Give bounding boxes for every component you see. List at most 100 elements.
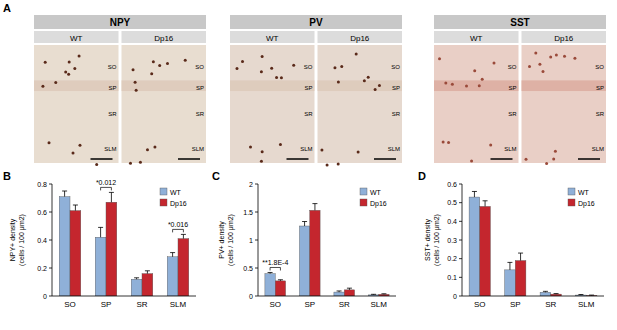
- cell-layer: [434, 80, 519, 91]
- chart: CPV+ density(cells / 100 μm2)00.511.52SO…: [212, 170, 396, 309]
- bar: [178, 239, 189, 296]
- stained-cell: [67, 73, 70, 76]
- stained-cell: [260, 160, 263, 163]
- category-label: SP: [510, 300, 521, 309]
- stained-cell: [573, 57, 576, 60]
- layer-label: SO: [108, 64, 117, 70]
- axis-title: PV+ density: [218, 221, 226, 259]
- tick-label: 0.6: [447, 181, 457, 188]
- stained-cell: [355, 52, 358, 55]
- tick: [49, 212, 52, 213]
- marks: [469, 191, 597, 296]
- error-bar: [507, 262, 512, 269]
- layer-label: SR: [196, 111, 205, 117]
- tick-label: 0.3: [447, 237, 457, 244]
- scale-bar: [491, 158, 513, 160]
- layer-label: SP: [108, 85, 116, 91]
- micrograph: [522, 45, 607, 163]
- stained-cell: [184, 59, 187, 62]
- stained-cell: [135, 89, 138, 92]
- stained-cell: [493, 61, 496, 64]
- condition-box: [230, 31, 315, 43]
- tick: [255, 268, 258, 269]
- category-label: SLM: [371, 300, 388, 309]
- stained-cell: [261, 150, 264, 153]
- error-bar: [371, 294, 376, 296]
- bar: [265, 274, 275, 296]
- error-bar: [472, 191, 477, 197]
- category-label: SP: [304, 300, 315, 309]
- tick: [255, 184, 258, 185]
- error-bar: [73, 205, 78, 211]
- micrograph: [318, 45, 403, 163]
- bar: [70, 211, 81, 296]
- stained-cell: [555, 53, 558, 56]
- bar: [95, 237, 106, 296]
- stained-cell: [166, 62, 169, 65]
- bar: [142, 274, 153, 296]
- stained-cell: [447, 141, 450, 144]
- tick-label: 0.1: [447, 274, 457, 281]
- category-label: SR: [545, 300, 556, 309]
- stained-cell: [337, 80, 340, 83]
- error-bar: [278, 280, 283, 281]
- bar: [59, 197, 70, 296]
- cell-layer: [34, 80, 119, 91]
- error-bar: [381, 293, 386, 295]
- stained-cell: [470, 160, 473, 163]
- figure: ANPYWTSOSPSRSLMDp16SOSPSRSLMPVWTSOSPSRSL…: [0, 0, 617, 330]
- stained-cell: [545, 162, 548, 165]
- legend-label: WT: [170, 189, 182, 196]
- layer-label: SO: [508, 64, 517, 70]
- stained-cell: [538, 63, 541, 66]
- stained-cell: [525, 158, 528, 161]
- stained-cell: [337, 163, 340, 166]
- scale-bar: [178, 158, 200, 160]
- bar: [167, 257, 178, 296]
- stained-cell: [270, 67, 273, 70]
- legend-swatch: [568, 199, 575, 206]
- tick-label: 2: [249, 181, 253, 188]
- x-axis: [52, 296, 196, 297]
- layer-label: SP: [508, 85, 516, 91]
- header-box: [34, 15, 206, 29]
- cell-layer: [122, 80, 207, 91]
- legend-label: Dp16: [170, 200, 187, 208]
- scale-bar: [578, 158, 600, 160]
- stained-cell: [554, 150, 557, 153]
- bar: [334, 292, 344, 296]
- tick: [255, 240, 258, 241]
- error-bar: [337, 291, 342, 292]
- stained-cell: [41, 85, 44, 88]
- tick: [49, 184, 52, 185]
- stain-title: NPY: [110, 17, 131, 28]
- axis-title: (cells / 100 μm2): [18, 214, 26, 266]
- layer-label: SP: [392, 85, 400, 91]
- layer-label: SLM: [504, 146, 516, 152]
- tick-label: 0: [453, 293, 457, 300]
- marks: [59, 191, 189, 296]
- header-box: [434, 15, 606, 29]
- scale-bar: [91, 158, 113, 160]
- stained-cell: [153, 146, 156, 149]
- tick: [459, 258, 462, 259]
- stained-cell: [563, 55, 566, 58]
- layer-label: SLM: [104, 146, 116, 152]
- tick: [459, 296, 462, 297]
- category-label: SP: [101, 300, 112, 309]
- stained-cell: [72, 151, 75, 154]
- stained-cell: [95, 163, 98, 166]
- error-bar: [578, 294, 583, 296]
- category-label: SR: [339, 300, 350, 309]
- layer-label: SO: [391, 64, 400, 70]
- layer-label: SO: [595, 64, 604, 70]
- condition-box: [522, 31, 607, 43]
- stained-cell: [73, 67, 76, 70]
- tick-label: 0.2: [447, 255, 457, 262]
- tick-label: 0: [43, 293, 47, 300]
- bar: [344, 290, 354, 296]
- stained-cell: [78, 54, 81, 57]
- layer-label: SR: [596, 111, 605, 117]
- stained-cell: [48, 141, 51, 144]
- stained-cell: [235, 67, 238, 70]
